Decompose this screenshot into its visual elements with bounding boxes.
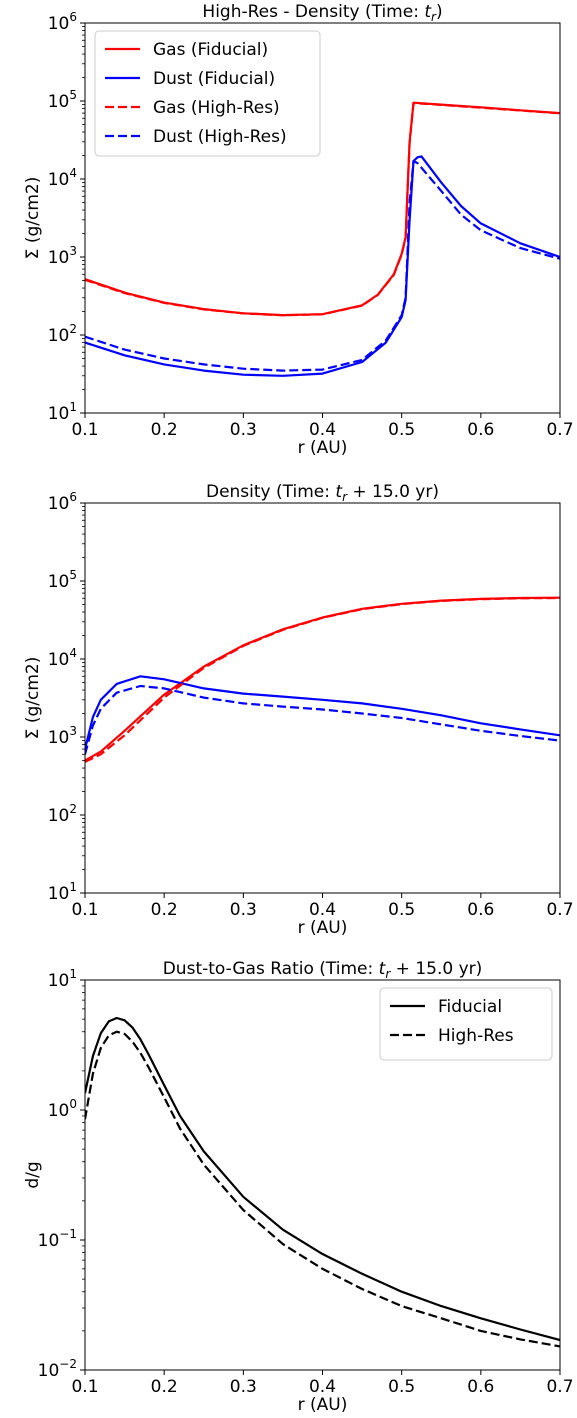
y-axis-label: Σ (g/cm2): [23, 657, 43, 740]
series-line-3: [85, 596, 560, 763]
x-tick-label: 0.2: [151, 900, 178, 920]
y-tick-label: 102: [48, 802, 77, 826]
x-tick-label: 0.2: [151, 1377, 178, 1397]
legend-label: Dust (High-Res): [153, 127, 287, 147]
chart-title: Dust-to-Gas Ratio (Time: tr + 15.0 yr): [163, 959, 483, 981]
legend-label: Gas (High-Res): [153, 98, 280, 118]
x-tick-label: 0.5: [388, 420, 415, 440]
axes-frame: [84, 502, 561, 894]
legend: Fiducial High-Res: [379, 987, 553, 1061]
y-tick-label: 101: [48, 967, 77, 991]
x-tick-label: 0.4: [309, 420, 336, 440]
x-tick-label: 0.3: [230, 1377, 257, 1397]
series-line-4: [85, 684, 560, 755]
series-line-dust-high-res: [85, 159, 560, 372]
x-tick-label: 0.6: [467, 1377, 494, 1397]
x-tick-label: 0.2: [151, 420, 178, 440]
x-tick-label: 0.1: [71, 900, 98, 920]
legend-label: Gas (Fiducial): [153, 40, 268, 60]
y-tick-label: 104: [48, 166, 77, 190]
series-line-dust-fiducial: [85, 155, 560, 377]
legend-label: High-Res: [438, 1026, 514, 1046]
chart-title: Density (Time: tr + 15.0 yr): [206, 482, 439, 504]
y-tick-label: 106: [48, 10, 77, 34]
series-line-fiducial: [85, 1016, 560, 1342]
chart-panel-1: 0.1 0.2 0.3 0.4 0.5 0.6 0.7 101 102 103 104 105 106 H…: [23, 2, 574, 458]
series-line-2: [85, 675, 560, 750]
legend-label: Fiducial: [438, 997, 502, 1017]
y-tick-label: 102: [48, 322, 77, 346]
x-tick-label: 0.3: [230, 420, 257, 440]
series-line-gas-high-res: [85, 102, 560, 317]
x-tick-label: 0.4: [309, 1377, 336, 1397]
y-tick-label: 106: [48, 490, 77, 514]
chart-panel-3: 0.1 0.2 0.3 0.4 0.5 0.6 0.7 10−2 10−1 100 101 Dust-…: [23, 959, 574, 1415]
series-line-high-res: [85, 1030, 560, 1348]
y-tick-label: 103: [48, 724, 77, 748]
legend: Gas (Fiducial) Dust (Fiducial) Gas (High-R…: [94, 30, 321, 157]
x-tick-label: 0.1: [71, 420, 98, 440]
y-tick-label: 105: [48, 568, 77, 592]
x-tick-label: 0.5: [388, 1377, 415, 1397]
chart-panel-2: 0.1 0.2 0.3 0.4 0.5 0.6 0.7 101 102 103 104 105 106 D…: [23, 482, 574, 938]
plot-area: [85, 101, 560, 377]
x-axis-label: r (AU): [298, 918, 348, 938]
x-tick-label: 0.4: [309, 900, 336, 920]
plot-area: [85, 596, 560, 763]
x-tick-label: 0.7: [546, 1377, 573, 1397]
x-tick-label: 0.7: [546, 900, 573, 920]
y-tick-label: 104: [48, 646, 77, 670]
x-axis-label: r (AU): [298, 1395, 348, 1415]
y-axis-label: Σ (g/cm2): [23, 177, 43, 260]
y-tick-label: 103: [48, 244, 77, 268]
y-tick-label: 101: [48, 400, 77, 424]
legend-label: Dust (Fiducial): [153, 69, 275, 89]
y-axis-label: d/g: [23, 1161, 43, 1188]
y-tick-label: 101: [48, 880, 77, 904]
y-tick-label: 100: [48, 1097, 77, 1121]
y-tick-label: 105: [48, 88, 77, 112]
x-tick-label: 0.1: [71, 1377, 98, 1397]
x-tick-label: 0.6: [467, 900, 494, 920]
x-tick-label: 0.5: [388, 900, 415, 920]
x-tick-label: 0.6: [467, 420, 494, 440]
x-axis-label: r (AU): [298, 438, 348, 458]
plot-area: [85, 1016, 560, 1348]
x-tick-label: 0.3: [230, 900, 257, 920]
y-tick-label: 10−2: [38, 1357, 77, 1381]
x-tick-label: 0.7: [546, 420, 573, 440]
legend-box: [94, 30, 321, 157]
y-tick-label: 10−1: [38, 1227, 77, 1251]
chart-title: High-Res - Density (Time: tr): [202, 2, 442, 24]
